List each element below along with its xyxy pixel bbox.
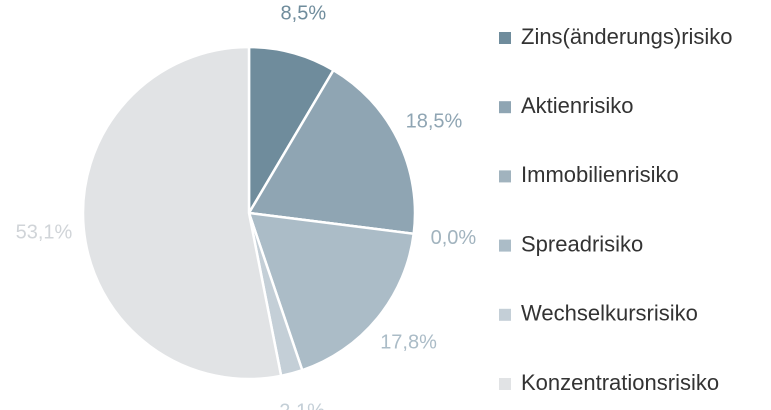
data-label: 18,5%	[406, 111, 463, 133]
data-label: 17,8%	[380, 332, 437, 354]
legend-label: Konzentrationsrisiko	[521, 370, 719, 395]
legend-label: Immobilienrisiko	[521, 162, 679, 187]
legend-swatch	[499, 378, 511, 390]
data-label: 0,0%	[431, 227, 477, 249]
legend-label: Zins(änderungs)risiko	[521, 24, 733, 49]
data-label: 8,5%	[281, 3, 327, 25]
legend-swatch	[499, 239, 511, 252]
pie-slice	[81, 45, 283, 381]
legend-label: Spreadrisiko	[521, 231, 643, 256]
legend-label: Wechselkursrisiko	[521, 301, 698, 326]
pie-slice	[246, 68, 417, 236]
legend-swatch	[499, 101, 511, 114]
data-label: 2,1%	[279, 400, 325, 410]
legend-swatch	[499, 308, 511, 321]
data-label: 53,1%	[16, 221, 73, 243]
legend-swatch	[499, 32, 511, 44]
legend-swatch	[499, 170, 511, 183]
pie-slice	[247, 45, 336, 218]
legend-label: Aktienrisiko	[521, 93, 633, 118]
